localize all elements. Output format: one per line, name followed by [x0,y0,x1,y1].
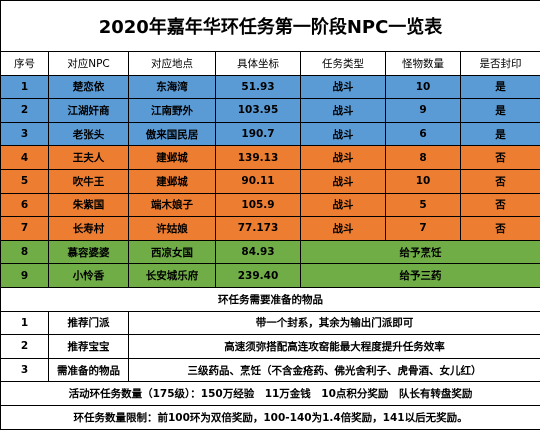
footer-text: 环任务数量限制：前100环为双倍奖励，100-140为1.4倍奖励，141以后无… [1,405,540,429]
npc-cell: 长寿村 [49,217,129,241]
npc-cell: 老张头 [49,122,129,146]
npc-cell: 否 [461,193,540,217]
header-cell: 任务类型 [301,52,386,76]
npc-cell: 建邺城 [129,169,216,193]
npc-cell: 慕容婆婆 [49,240,129,264]
header-cell: 对应地点 [129,52,216,76]
npc-cell: 建邺城 [129,146,216,170]
npc-cell: 战斗 [301,193,386,217]
npc-cell: 傲来国民居 [129,122,216,146]
npc-cell: 90.11 [216,169,301,193]
npc-cell: 5 [386,193,461,217]
prep-title: 环任务需要准备的物品 [1,287,540,311]
npc-cell: 王夫人 [49,146,129,170]
npc-cell: 西凉女国 [129,240,216,264]
prep-label: 推荐宝宝 [49,335,129,359]
npc-cell: 2 [1,99,49,123]
footer-text: 活动环任务数量（175级）：150万经验 11万金钱 10点积分奖励 队长有转盘… [1,382,540,406]
prep-text: 带一个封系，其余为输出门派即可 [129,311,540,335]
npc-cell: 3 [1,122,49,146]
prep-title-row: 环任务需要准备的物品 [1,287,540,311]
footer-row: 环任务数量限制：前100环为双倍奖励，100-140为1.4倍奖励，141以后无… [1,405,540,429]
npc-cell: 许姑娘 [129,217,216,241]
npc-cell: 是 [461,75,540,99]
header-cell: 怪物数量 [386,52,461,76]
npc-cell: 84.93 [216,240,301,264]
npc-cell: 战斗 [301,217,386,241]
npc-cell: 是 [461,99,540,123]
npc-cell: 是 [461,122,540,146]
npc-cell: 吹牛王 [49,169,129,193]
npc-cell: 端木娘子 [129,193,216,217]
header-cell: 是否封印 [461,52,540,76]
npc-cell: 7 [386,217,461,241]
table-title: 2020年嘉年华环任务第一阶段NPC一览表 [1,1,540,52]
page: {"title": "2020年嘉年华环任务第一阶段NPC一览表", "tabl… [0,0,540,407]
prep-label: 推荐门派 [49,311,129,335]
npc-cell: 9 [1,264,49,288]
npc-cell: 1 [1,75,49,99]
npc-cell: 139.13 [216,146,301,170]
npc-cell: 4 [1,146,49,170]
npc-cell: 6 [1,193,49,217]
prep-text: 三级药品、烹饪（不含金疮药、佛光舍利子、虎骨酒、女儿红） [129,358,540,382]
npc-cell: 战斗 [301,75,386,99]
npc-cell: 10 [386,169,461,193]
npc-cell: 否 [461,146,540,170]
npc-cell: 战斗 [301,122,386,146]
npc-cell: 战斗 [301,146,386,170]
npc-cell: 103.95 [216,99,301,123]
prep-index: 1 [1,311,49,335]
prep-index: 2 [1,335,49,359]
npc-cell: 9 [386,99,461,123]
npc-cell: 7 [1,217,49,241]
prep-text: 高速须弥搭配高连攻窑能最大程度提升任务效率 [129,335,540,359]
title-row: 2020年嘉年华环任务第一阶段NPC一览表 [1,1,540,52]
npc-cell: 否 [461,217,540,241]
npc-cell: 6 [386,122,461,146]
npc-cell: 105.9 [216,193,301,217]
npc-cell: 朱紫国 [49,193,129,217]
header-cell: 序号 [1,52,49,76]
npc-cell: 8 [1,240,49,264]
header-cell: 对应NPC [49,52,129,76]
prep-index: 3 [1,358,49,382]
npc-cell: 小怜香 [49,264,129,288]
npc-cell: 239.40 [216,264,301,288]
prep-label: 需准备的物品 [49,358,129,382]
npc-cell: 8 [386,146,461,170]
npc-cell: 给予烹饪 [301,240,540,264]
npc-cell: 190.7 [216,122,301,146]
npc-cell: 东海湾 [129,75,216,99]
npc-cell: 给予三药 [301,264,540,288]
npc-cell: 5 [1,169,49,193]
npc-cell: 长安城乐府 [129,264,216,288]
npc-cell: 楚恋依 [49,75,129,99]
npc-cell: 江南野外 [129,99,216,123]
npc-cell: 否 [461,169,540,193]
npc-cell: 战斗 [301,169,386,193]
npc-cell: 77.173 [216,217,301,241]
npc-cell: 江湖奸商 [49,99,129,123]
header-cell: 具体坐标 [216,52,301,76]
npc-cell: 10 [386,75,461,99]
npc-cell: 51.93 [216,75,301,99]
footer-row: 活动环任务数量（175级）：150万经验 11万金钱 10点积分奖励 队长有转盘… [1,382,540,406]
npc-cell: 战斗 [301,99,386,123]
